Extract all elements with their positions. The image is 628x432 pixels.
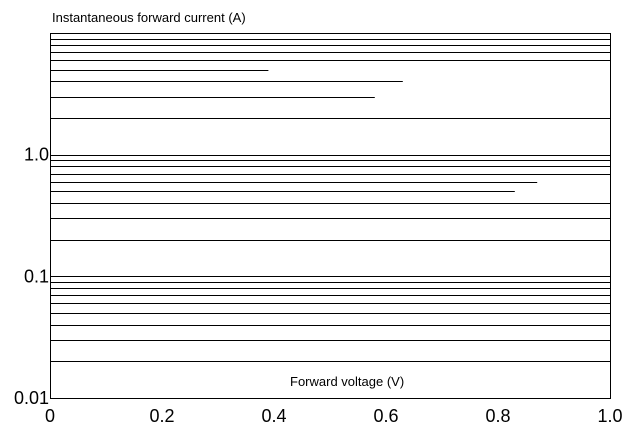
x-tick-label: 0.2 — [149, 406, 174, 426]
y-tick-label: 0.1 — [24, 266, 49, 286]
x-tick-labels: 0 0.2 0.4 0.6 0.8 1.0 — [45, 406, 623, 426]
x-tick-label: 0.6 — [373, 406, 398, 426]
y-tick-label: 1.0 — [24, 145, 49, 165]
x-tick-label: 1.0 — [597, 406, 622, 426]
gridlines — [50, 33, 610, 362]
x-axis-label: Forward voltage (V) — [290, 374, 404, 389]
y-tick-labels: 0.01 0.1 1.0 — [14, 145, 49, 408]
x-tick-label: 0.8 — [485, 406, 510, 426]
plot-frame — [50, 33, 611, 399]
y-tick-label: 0.01 — [14, 388, 49, 408]
y-axis-label: Instantaneous forward current (A) — [52, 10, 246, 25]
x-tick-label: 0.4 — [261, 406, 286, 426]
x-tick-label: 0 — [45, 406, 55, 426]
